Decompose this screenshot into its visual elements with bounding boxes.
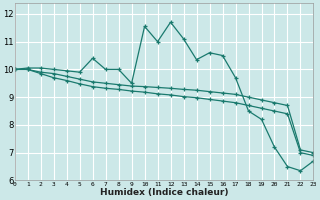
X-axis label: Humidex (Indice chaleur): Humidex (Indice chaleur) — [100, 188, 228, 197]
